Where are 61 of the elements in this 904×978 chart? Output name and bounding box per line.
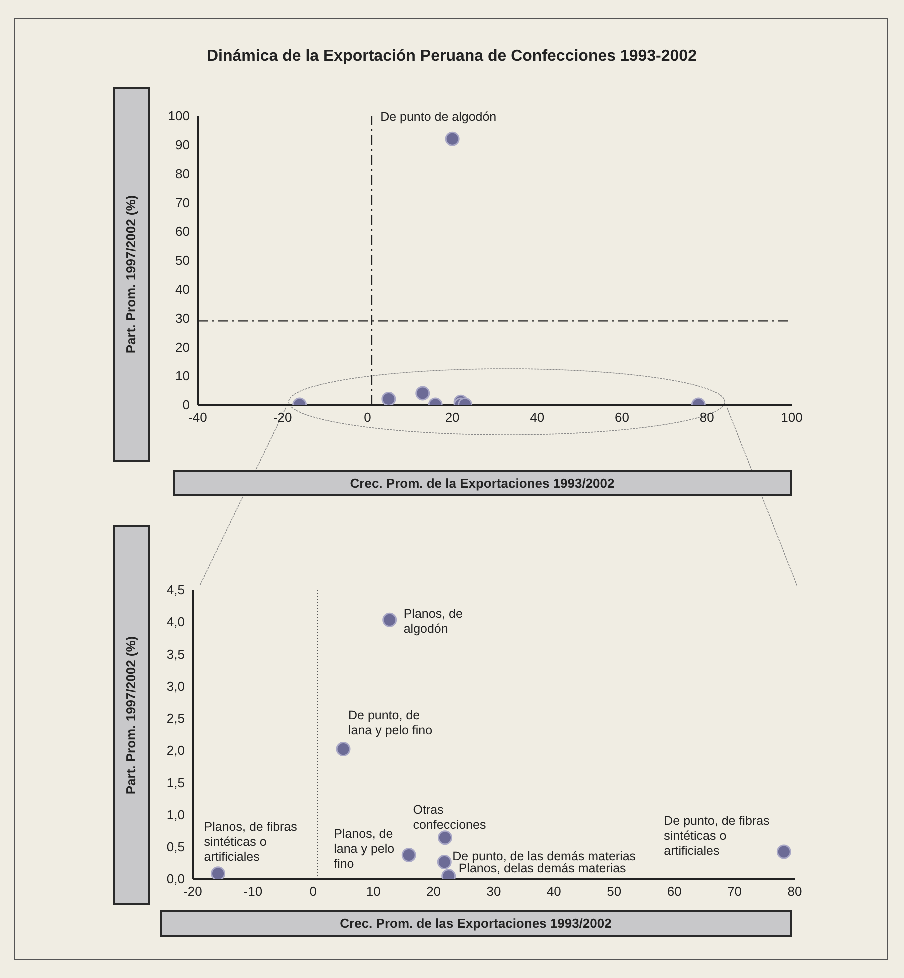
- x-tick-label: -40: [188, 410, 208, 426]
- annotation: Planos, de algodón: [404, 607, 463, 636]
- x-tick-label: 0: [364, 410, 372, 426]
- y-tick-label: 3,5: [166, 646, 185, 662]
- point: [336, 742, 351, 757]
- x-axis-title: Crec. Prom. de las Exportaciones 1993/2002: [160, 910, 792, 937]
- y-tick-label: 0,5: [166, 840, 185, 855]
- annotation: De punto, de las demás materias: [452, 849, 636, 864]
- x-tick-label: 20: [445, 410, 460, 426]
- point: [402, 848, 416, 862]
- y-tick-label: 2,5: [166, 711, 185, 726]
- annotation: Planos, de fibras sintéticas o artificiales: [204, 820, 298, 864]
- y-axis-title: Part. Prom. 1997/2002 (%): [124, 195, 139, 354]
- y-tick-label: 0,0: [166, 872, 185, 887]
- y-tick-label: 90: [176, 138, 190, 153]
- y-tick-label: 70: [176, 195, 190, 210]
- point: [211, 866, 226, 879]
- point: [437, 855, 452, 870]
- annotation: De punto de algodón: [380, 110, 497, 124]
- annotation: Otras confecciones: [413, 802, 486, 832]
- x-tick-label: -20: [184, 884, 202, 900]
- x-tick-label: 30: [486, 884, 502, 900]
- x-tick-label: 0: [310, 884, 318, 900]
- x-tick-label: 70: [728, 884, 742, 900]
- x-tick-label: 20: [426, 884, 442, 900]
- x-tick-label: -20: [273, 410, 292, 426]
- chart-title: Dinámica de la Exportación Peruana de Confecciones 1993-2002: [206, 48, 698, 66]
- x-tick-label: 80: [788, 884, 802, 900]
- y-tick-label: 40: [176, 282, 190, 298]
- x-tick-label: 60: [615, 410, 630, 426]
- point: [445, 132, 460, 146]
- annotation: De punto, de lana y pelo fino: [348, 708, 433, 738]
- y-tick-label: 20: [176, 340, 190, 355]
- annotation: Planos, de lana y pelo fino: [334, 827, 395, 872]
- y-tick-label: 30: [176, 310, 190, 326]
- x-tick-label: 40: [546, 884, 562, 900]
- y-tick-label: 3,0: [166, 678, 185, 694]
- x-tick-label: 100: [781, 410, 803, 426]
- x-tick-label: 10: [366, 884, 381, 900]
- y-tick-label: 4,5: [166, 582, 185, 598]
- point: [438, 830, 452, 846]
- y-tick-label: 60: [176, 224, 190, 240]
- x-tick-label: 60: [667, 884, 682, 900]
- y-tick-label: 1,0: [166, 807, 185, 822]
- y-tick-label: 4,0: [166, 614, 185, 630]
- y-tick-label: 50: [176, 253, 190, 268]
- x-axis-title: Crec. Prom. de la Exportaciones 1993/2002: [173, 470, 792, 496]
- y-axis-title: Part. Prom. 1997/2002 (%): [124, 636, 139, 794]
- y-tick-label: 10: [176, 368, 190, 384]
- y-tick-label: 2,0: [166, 743, 185, 758]
- annotation: De punto, de fibras sintéticas o artificiales: [664, 814, 770, 858]
- y-tick-label: 80: [176, 166, 190, 182]
- point: [382, 612, 398, 628]
- y-tick-label: 1,5: [166, 775, 185, 790]
- y-tick-label: 0: [182, 398, 190, 413]
- point: [776, 844, 792, 860]
- x-tick-label: 80: [700, 410, 714, 426]
- x-tick-label: -10: [244, 884, 263, 900]
- x-tick-label: 40: [530, 410, 545, 426]
- y-tick-label: 100: [168, 108, 190, 124]
- x-tick-label: 50: [607, 884, 622, 900]
